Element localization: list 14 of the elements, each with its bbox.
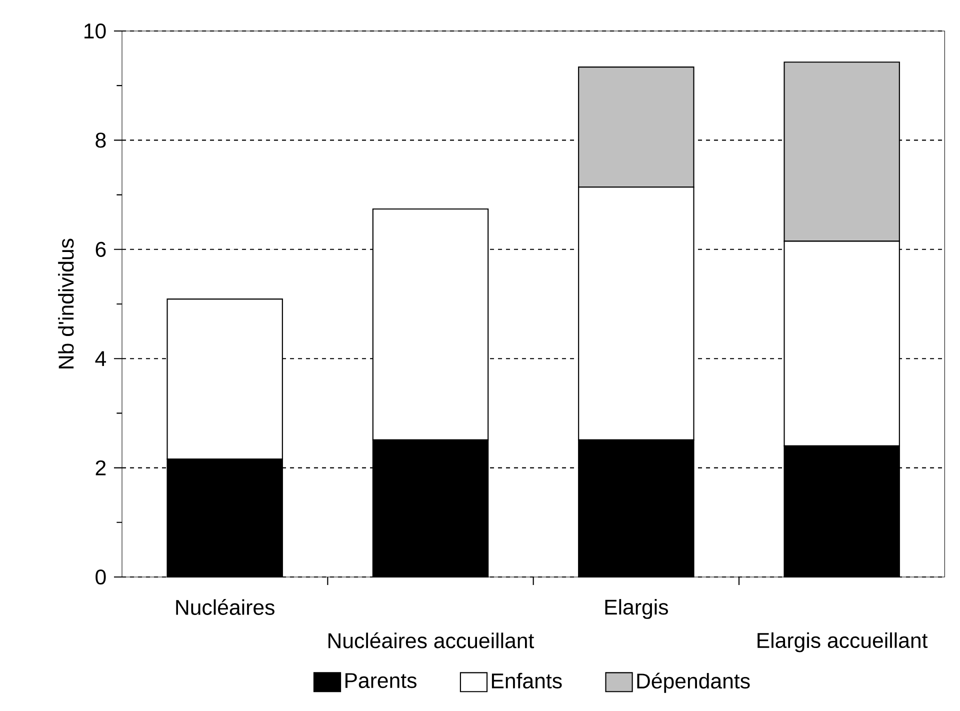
x-tick-label: Nucléaires accueillant: [328, 632, 534, 648]
y-tick-label: 0: [96, 569, 106, 585]
x-tick-label: Nucléaires: [176, 599, 274, 615]
legend-label: Parents: [345, 673, 416, 688]
x-tick-label: Elargis: [605, 599, 668, 619]
x-tick-label: Elargis accueillant: [758, 632, 928, 652]
legend-label: Dépendants: [637, 672, 750, 693]
y-tick-label: 10: [84, 23, 106, 39]
y-tick-label: 8: [96, 132, 106, 148]
y-axis-title: Nb d'individus: [58, 238, 74, 368]
y-tick-label: 4: [95, 351, 106, 366]
y-tick-label: 2: [96, 460, 106, 476]
legend-label: Enfants: [492, 672, 562, 688]
y-tick-label: 6: [96, 242, 106, 257]
